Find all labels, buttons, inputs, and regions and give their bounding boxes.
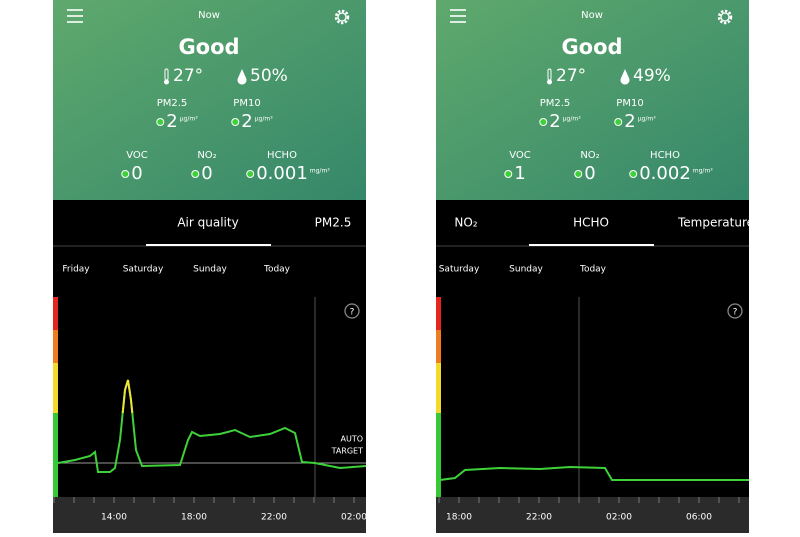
settings-icon <box>337 12 347 22</box>
drop-icon <box>237 69 247 85</box>
thermometer-icon <box>164 79 169 85</box>
status-dot <box>629 170 638 178</box>
temperature: 27° <box>173 66 203 86</box>
time-label: 06:00 <box>686 513 712 523</box>
status-dot <box>156 118 165 126</box>
level-bar <box>436 363 441 413</box>
reading-value: 2 <box>166 111 177 132</box>
humidity: 50% <box>250 66 288 86</box>
day[interactable]: Sunday <box>193 265 227 275</box>
content-bg <box>53 200 366 533</box>
reading-value: 0.001 <box>256 163 308 184</box>
header-bg <box>53 0 366 200</box>
reading-value: 0 <box>201 163 212 184</box>
settings-icon <box>334 9 350 25</box>
reading-unit: µg/m³ <box>563 116 581 123</box>
status-dot <box>191 170 200 178</box>
reading-label: NO₂ <box>580 150 599 161</box>
reading-curve <box>57 379 366 473</box>
help[interactable]: ? <box>350 308 355 318</box>
reading-label: PM10 <box>233 98 260 109</box>
status-dot <box>504 170 513 178</box>
settings-icon <box>720 12 730 22</box>
time-label: 22:00 <box>526 513 552 523</box>
reading-label: HCHO <box>650 150 680 161</box>
tab[interactable]: Air quality <box>177 216 238 230</box>
now-label: Now <box>581 10 603 21</box>
header-bg <box>436 0 749 200</box>
day[interactable]: Sunday <box>509 265 543 275</box>
reading-unit: µg/m³ <box>255 116 273 123</box>
target-label: AUTO <box>340 435 363 444</box>
time-label: 14:00 <box>101 513 127 523</box>
reading-unit: mg/m³ <box>693 168 714 175</box>
reading-value: 2 <box>549 111 560 132</box>
time-label: 18:00 <box>181 513 207 523</box>
time-axis-bg <box>53 497 366 533</box>
reading-label: VOC <box>509 150 531 161</box>
status: Good <box>178 35 239 59</box>
tab[interactable]: PM2.5 <box>315 216 352 230</box>
time-label: 22:00 <box>261 513 287 523</box>
reading-unit: µg/m³ <box>180 116 198 123</box>
reading-value: 2 <box>241 111 252 132</box>
tab[interactable]: Temperature <box>677 216 754 230</box>
drop-icon <box>620 69 630 85</box>
content-bg <box>436 200 749 533</box>
settings-icon <box>717 9 733 25</box>
humidity: 49% <box>633 66 671 86</box>
day[interactable]: Today <box>579 265 607 275</box>
reading-label: PM10 <box>616 98 643 109</box>
status-dot <box>574 170 583 178</box>
time-label: 02:00 <box>341 513 367 523</box>
level-bar <box>436 297 441 330</box>
level-bar <box>436 330 441 363</box>
level-bar <box>53 330 58 363</box>
thermometer-icon <box>547 79 552 85</box>
level-bar <box>436 413 441 497</box>
reading-label: PM2.5 <box>157 98 188 109</box>
reading-label: PM2.5 <box>540 98 571 109</box>
status: Good <box>561 35 622 59</box>
time-axis-bg <box>436 497 749 533</box>
reading-value: 0 <box>131 163 142 184</box>
status-dot <box>246 170 255 178</box>
reading-curve <box>439 465 749 481</box>
day[interactable]: Saturday <box>123 265 164 275</box>
level-bar <box>53 297 58 330</box>
reading-value: 1 <box>514 163 525 184</box>
reading-curve-high <box>121 379 134 413</box>
help-icon <box>727 303 743 319</box>
tab[interactable]: NO₂ <box>454 216 477 230</box>
reading-unit: µg/m³ <box>638 116 656 123</box>
time-label: 18:00 <box>446 513 472 523</box>
help[interactable]: ? <box>733 308 738 318</box>
status-dot <box>539 118 548 126</box>
status-dot <box>614 118 623 126</box>
reading-label: NO₂ <box>197 150 216 161</box>
help-icon <box>344 303 360 319</box>
status-dot <box>121 170 130 178</box>
status-dot <box>231 118 240 126</box>
target-label: TARGET <box>331 447 364 456</box>
reading-unit: mg/m³ <box>310 168 331 175</box>
reading-label: VOC <box>126 150 148 161</box>
day[interactable]: Friday <box>62 265 90 275</box>
reading-value: 0 <box>584 163 595 184</box>
reading-label: HCHO <box>267 150 297 161</box>
tab[interactable]: HCHO <box>573 216 609 230</box>
day[interactable]: Saturday <box>439 265 480 275</box>
time-label: 02:00 <box>606 513 632 523</box>
level-bar <box>53 413 58 497</box>
temperature: 27° <box>556 66 586 86</box>
reading-value: 0.002 <box>639 163 691 184</box>
day[interactable]: Today <box>263 265 291 275</box>
reading-value: 2 <box>624 111 635 132</box>
now-label: Now <box>198 10 220 21</box>
level-bar <box>53 363 58 413</box>
